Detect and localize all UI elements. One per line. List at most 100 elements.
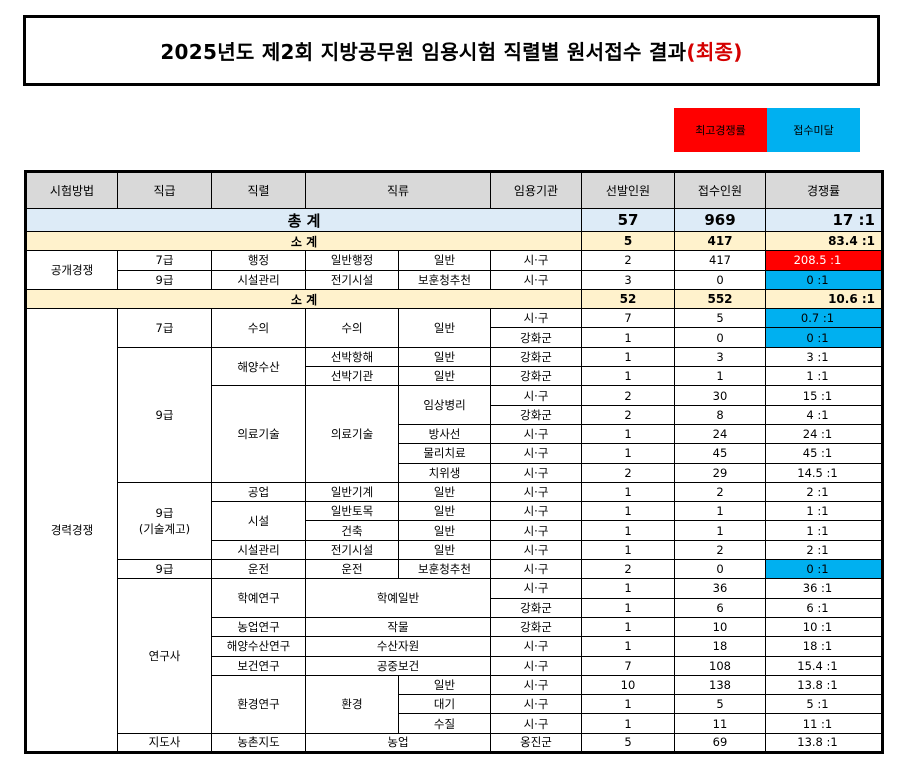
grade-cell: 지도사	[117, 732, 212, 754]
subtotal-ratio: 10.6 :1	[765, 288, 883, 310]
series-cell: 의료기술	[211, 385, 306, 483]
org-cell: 시·구	[490, 694, 582, 715]
ratio-cell: 1 :1	[765, 501, 883, 522]
org-cell: 강화군	[490, 366, 582, 387]
grade-cell: 9급	[117, 269, 212, 290]
class-cell: 일반행정	[305, 250, 399, 271]
header-class: 직류	[305, 171, 491, 209]
ratio-cell: 13.8 :1	[765, 732, 883, 754]
grade-cell: 7급	[117, 308, 212, 348]
header-row: 시험방법 직급 직렬 직류 임용기관 선발인원 접수인원 경쟁률	[25, 171, 883, 209]
applied-cell: 108	[674, 655, 766, 676]
selected-cell: 1	[581, 423, 675, 445]
subtotal-ratio: 83.4 :1	[765, 230, 883, 252]
class-cell: 환경	[305, 674, 399, 734]
ratio-cell: 1 :1	[765, 520, 883, 541]
applied-cell: 30	[674, 385, 766, 406]
ratio-cell: 3 :1	[765, 346, 883, 368]
class-cell: 일반	[398, 481, 491, 503]
series-cell: 농업연구	[211, 616, 306, 638]
ratio-cell: 1 :1	[765, 366, 883, 387]
class-cell: 일반토목	[305, 501, 399, 522]
subtotal-label: 소 계	[25, 288, 582, 310]
results-table: 시험방법 직급 직렬 직류 임용기관 선발인원 접수인원 경쟁률 총 계 57 …	[24, 170, 884, 755]
applied-cell: 18	[674, 636, 766, 657]
legend-highest-ratio: 최고경쟁률	[674, 108, 767, 152]
class-cell: 보훈청추천	[398, 269, 491, 290]
selected-cell: 2	[581, 385, 675, 406]
subtotal-applied: 417	[674, 230, 766, 252]
table-row: 9급 운전 운전 보훈청추천 시·구 2 0 0 :1	[26, 559, 883, 580]
header-series: 직렬	[211, 171, 306, 209]
table-row: 지도사 농촌지도 농업 옹진군 5 69 13.8 :1	[26, 732, 883, 754]
grade-cell: 9급 (기술계고)	[117, 481, 212, 561]
table-row: 방사선 시·구 1 24 24 :1	[26, 423, 883, 445]
grand-total-applied: 969	[674, 208, 766, 232]
selected-cell: 1	[581, 694, 675, 715]
selected-cell: 1	[581, 578, 675, 599]
selected-cell: 1	[581, 636, 675, 657]
selected-cell: 1	[581, 443, 675, 464]
ratio-cell: 2 :1	[765, 539, 883, 561]
class-cell: 임상병리	[398, 385, 491, 425]
subtotal-label: 소 계	[25, 230, 582, 252]
org-cell: 시·구	[490, 636, 582, 657]
series-cell: 학예연구	[211, 578, 306, 618]
org-cell: 강화군	[490, 616, 582, 638]
ratio-cell: 14.5 :1	[765, 462, 883, 483]
applied-cell: 417	[674, 250, 766, 271]
org-cell: 시·구	[490, 674, 582, 696]
selected-cell: 1	[581, 366, 675, 387]
table-row: 경력경쟁 7급 수의 수의 일반 시·구 7 5 0.7 :1	[25, 308, 883, 754]
org-cell: 시·구	[490, 655, 582, 676]
table-row: 환경연구 환경 일반 시·구 10 138 13.8 :1	[26, 674, 883, 734]
table-row: 연구사 학예연구 학예일반 시·구 1 36 36 :1	[26, 578, 883, 734]
table-row: 9급 해양수산 선박항해 일반 강화군 1 3 3 :1	[26, 346, 883, 483]
selected-cell: 1	[581, 539, 675, 561]
class-cell: 수질	[398, 713, 491, 734]
class-cell: 수산자원	[305, 636, 491, 657]
selected-cell: 1	[581, 713, 675, 734]
class-cell: 일반	[398, 520, 491, 541]
class-cell: 선박항해	[305, 346, 399, 368]
grade-note: (기술계고)	[138, 521, 191, 536]
header-selected: 선발인원	[581, 171, 675, 209]
class-cell: 작물	[305, 616, 491, 638]
subtotal-row-open: 소 계 5 417 83.4 :1	[25, 230, 883, 252]
series-cell: 시설관리	[211, 269, 306, 290]
page-title: 2025년도 제2회 지방공무원 임용시험 직렬별 원서접수 결과(최종)	[160, 36, 742, 65]
class-cell: 학예일반	[305, 578, 491, 618]
applied-cell: 1	[674, 520, 766, 541]
applied-cell: 5	[674, 694, 766, 715]
subtotal-selected: 5	[581, 230, 675, 252]
series-cell: 시설	[211, 501, 306, 541]
table-row: 물리치료 시·구 1 45 45 :1	[26, 443, 883, 464]
class-cell: 일반	[398, 674, 491, 696]
ratio-cell: 2 :1	[765, 481, 883, 503]
org-cell: 시·구	[490, 501, 582, 522]
org-cell: 시·구	[490, 462, 582, 483]
ratio-cell: 11 :1	[765, 713, 883, 734]
selected-cell: 2	[581, 462, 675, 483]
grand-total-ratio: 17 :1	[765, 208, 883, 232]
subtotal-selected: 52	[581, 288, 675, 310]
org-cell: 시·구	[490, 250, 582, 271]
class-cell: 운전	[305, 559, 399, 580]
page-title-main: 2025년도 제2회 지방공무원 임용시험 직렬별 원서접수 결과	[160, 40, 687, 64]
applied-cell: 0	[674, 269, 766, 290]
class-cell: 보훈청추천	[398, 559, 491, 580]
class-cell: 일반기계	[305, 481, 399, 503]
org-cell: 시·구	[490, 385, 582, 406]
series-cell: 보건연구	[211, 655, 306, 676]
grand-total-row: 총 계 57 969 17 :1	[25, 208, 883, 232]
method-cell: 공개경쟁	[25, 250, 118, 290]
ratio-cell: 0 :1	[765, 327, 883, 348]
table-row: 9급 시설관리 전기시설 보훈청추천 시·구 3 0 0 :1	[26, 269, 883, 290]
org-cell: 시·구	[490, 481, 582, 503]
header-method: 시험방법	[25, 171, 118, 209]
selected-cell: 1	[581, 597, 675, 618]
table-row: 공개경쟁 7급 행정 일반행정 일반 시·구 2 417 208.5 :1	[25, 250, 883, 290]
applied-cell: 0	[674, 559, 766, 580]
ratio-cell: 24 :1	[765, 423, 883, 445]
selected-cell: 10	[581, 674, 675, 696]
